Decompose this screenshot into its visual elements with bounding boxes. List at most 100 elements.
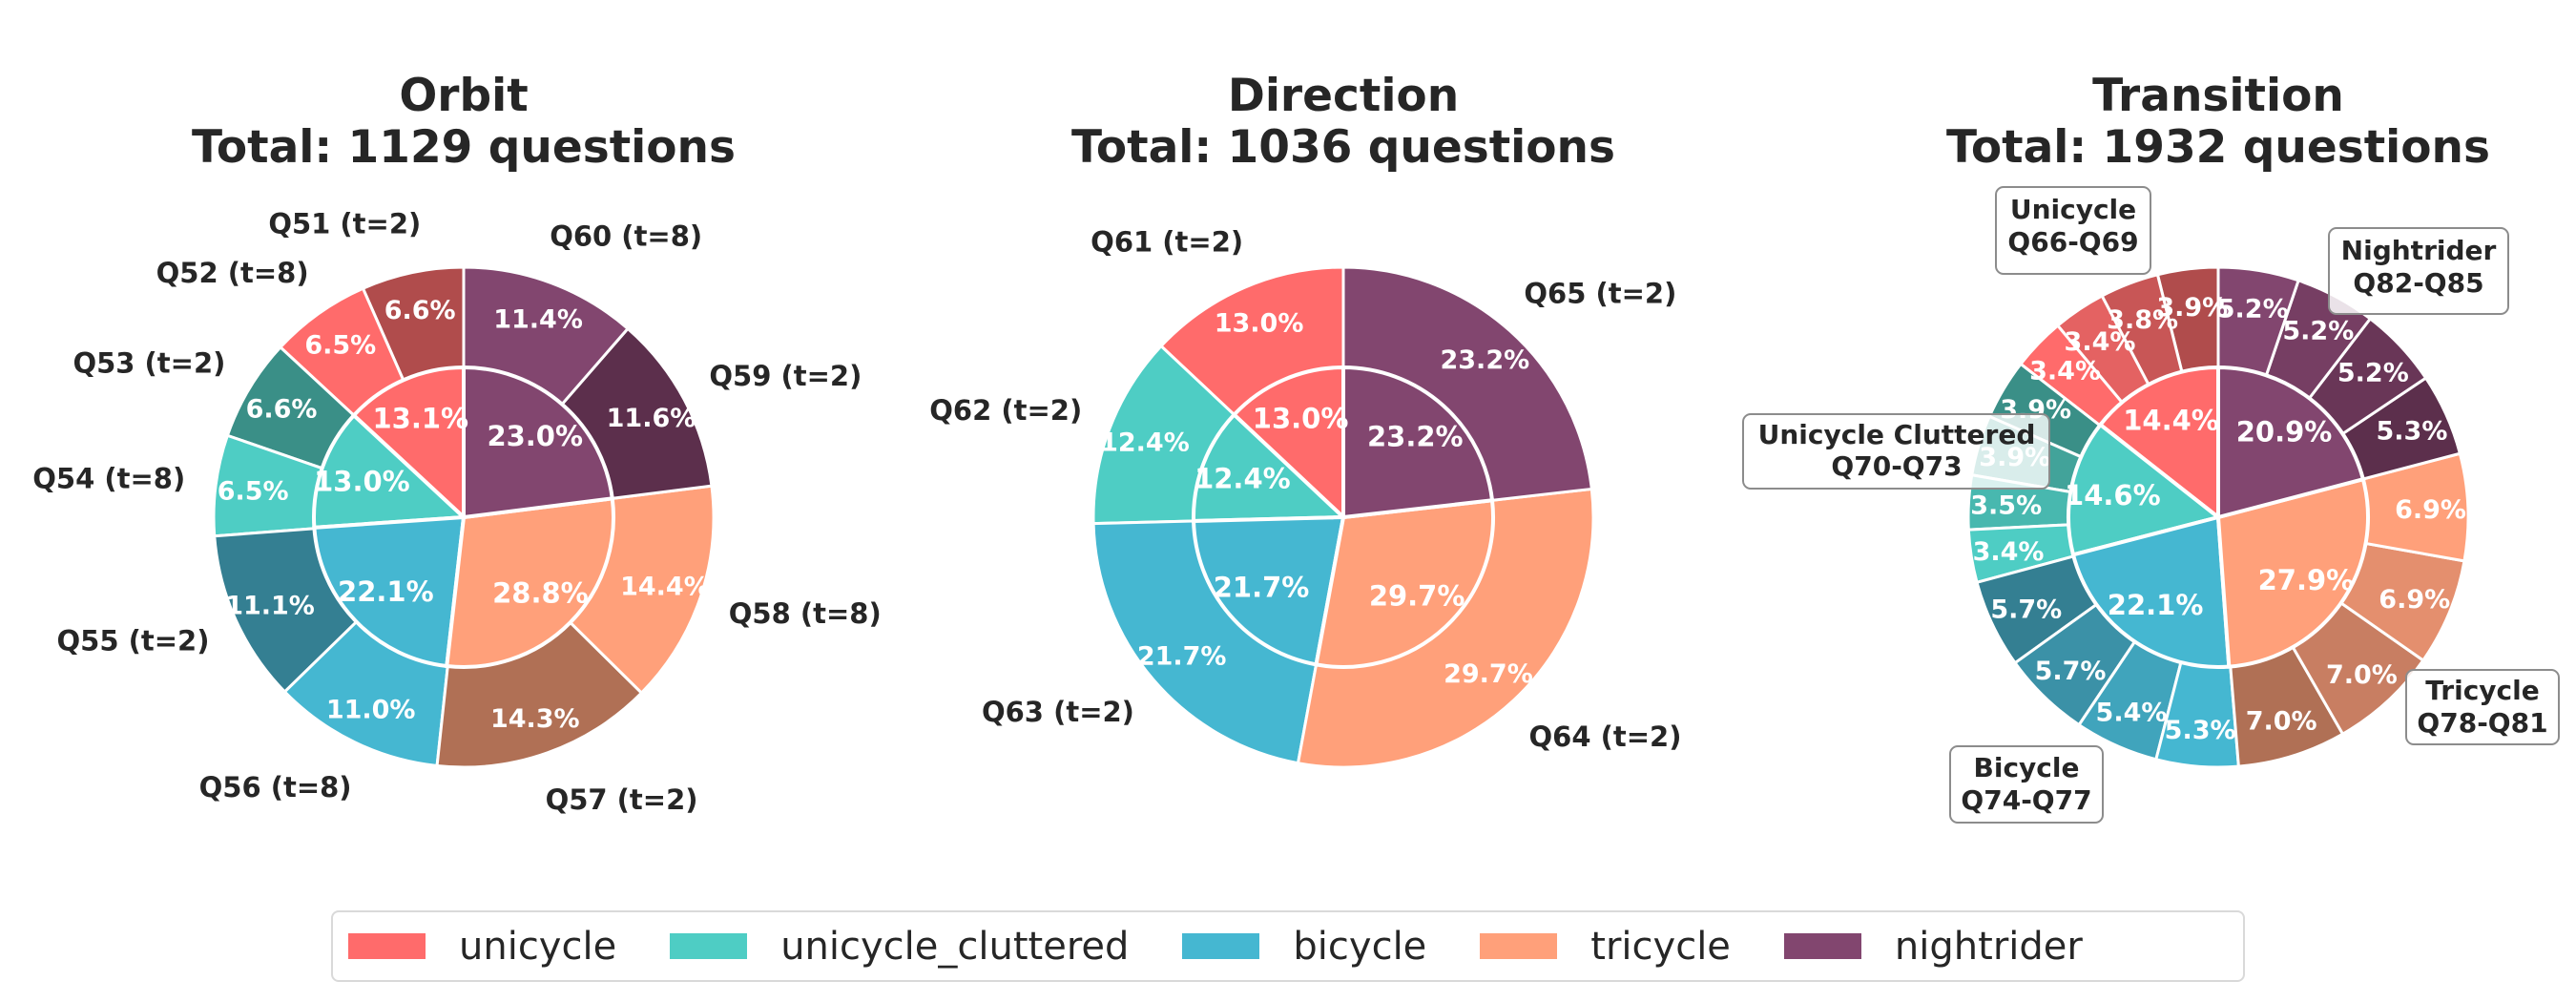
question-label: Q54 (t=8): [32, 463, 185, 495]
direction-title-name: Direction: [1228, 70, 1459, 122]
annotation-unicycle-name: Unicycle: [2010, 194, 2136, 225]
annotation-tricycle-range: Q78-Q81: [2417, 707, 2547, 739]
outer-pct-label: 3.4%: [1973, 537, 2045, 567]
inner-pct-label: 23.0%: [487, 420, 583, 452]
question-label: Q63 (t=2): [982, 696, 1134, 728]
orbit-title-total: Total: 1129 questions: [192, 121, 736, 174]
inner-ring: [1191, 365, 1495, 669]
outer-pct-label: 6.9%: [2379, 585, 2450, 615]
inner-slice-bicycle: [1191, 514, 1346, 667]
outer-pct-label: 6.6%: [246, 394, 318, 424]
outer-pct-label: 23.2%: [1440, 345, 1529, 375]
question-label: Q58 (t=8): [729, 597, 882, 630]
inner-slice-bicycle: [312, 514, 467, 669]
chart-canvas: Orbit Total: 1129 questions Direction To…: [32, 70, 2560, 824]
legend-swatch-unicycle-cluttered: [670, 933, 748, 959]
outer-pct-label: 14.4%: [620, 572, 710, 601]
orbit-pie: 6.6% Q51 (t=2) 6.5% Q52 (t=8) 6.6% Q53 (t=2) 6…: [32, 207, 881, 816]
inner-ring: [312, 365, 615, 669]
inner-pct-label: 13.0%: [314, 465, 410, 497]
outer-pct-label: 3.4%: [2065, 327, 2136, 357]
outer-pct-label: 7.0%: [2246, 707, 2317, 737]
inner-ring: [2067, 365, 2370, 669]
legend-swatch-bicycle: [1182, 933, 1260, 959]
outer-pct-label: 7.0%: [2326, 660, 2398, 690]
annotation-bicycle-range: Q74-Q77: [1961, 784, 2091, 816]
question-label: Q57 (t=2): [546, 783, 698, 816]
inner-slice-unicycle: [2097, 365, 2220, 522]
inner-pct-label: 21.7%: [1214, 571, 1310, 603]
outer-pct-label: 11.1%: [225, 592, 315, 621]
legend-label-bicycle: bicycle: [1293, 924, 1427, 969]
annotation-nightrider-name: Nightrider: [2341, 235, 2497, 266]
inner-pct-label: 23.2%: [1367, 421, 1464, 453]
outer-pct-label: 3.4%: [2029, 357, 2101, 386]
outer-pct-label: 3.9%: [2156, 293, 2228, 323]
annotation-unicycle-cluttered-name: Unicycle Cluttered: [1758, 419, 2036, 450]
question-label: Q65 (t=2): [1524, 277, 1676, 309]
annotation-unicycle-cluttered-range: Q70-Q73: [1831, 450, 1962, 482]
annotation-tricycle: Tricycle Q78-Q81: [2405, 669, 2560, 745]
slice-labels: 6.6% Q51 (t=2) 6.5% Q52 (t=8) 6.6% Q53 (t=2) 6…: [32, 207, 881, 816]
legend-swatch-tricycle: [1480, 933, 1558, 959]
outer-pct-label: 6.5%: [304, 331, 376, 361]
orbit-title-name: Orbit: [399, 70, 528, 122]
legend: unicycle unicycle_cluttered bicycle tric…: [331, 910, 2245, 982]
question-label: Q55 (t=2): [57, 624, 210, 657]
outer-pct-label: 6.5%: [218, 476, 289, 506]
inner-pct-label: 12.4%: [1195, 463, 1291, 495]
direction-pie: 13.0%Q61 (t=2)12.4%Q62 (t=2)21.7%Q63 (t=…: [929, 225, 1681, 769]
inner-pct-label: 13.0%: [1253, 402, 1349, 434]
question-label: Q61 (t=2): [1091, 225, 1243, 258]
inner-slice-tricycle: [2215, 476, 2370, 669]
outer-pct-label: 21.7%: [1137, 642, 1227, 672]
annotation-bicycle-name: Bicycle: [1974, 752, 2080, 783]
legend-swatch-unicycle: [348, 933, 426, 959]
question-label: Q59 (t=2): [709, 360, 862, 392]
outer-pct-label: 5.2%: [2337, 359, 2409, 388]
annotation-nightrider-range: Q82-Q85: [2353, 267, 2483, 299]
orbit-title: Orbit Total: 1129 questions: [192, 70, 736, 174]
transition-title-name: Transition: [2092, 70, 2344, 122]
inner-slice-bicycle: [2070, 514, 2232, 669]
outer-pct-label: 11.4%: [493, 304, 583, 334]
inner-pct-label: 20.9%: [2236, 416, 2333, 449]
annotation-unicycle-range: Q66-Q69: [2007, 226, 2138, 258]
legend-item-bicycle: bicycle: [1182, 928, 1426, 966]
outer-pct-label: 5.7%: [2035, 657, 2107, 686]
legend-label-nightrider: nightrider: [1894, 924, 2083, 969]
question-label: Q53 (t=2): [73, 346, 225, 379]
direction-title: Direction Total: 1036 questions: [1071, 70, 1615, 174]
annotation-tricycle-name: Tricycle: [2425, 675, 2539, 706]
inner-slice-unicycle_cluttered: [312, 412, 468, 530]
outer-pct-label: 5.2%: [2282, 317, 2354, 346]
transition-pie: 3.9%3.8%3.4%3.4%3.9%3.9%3.5%3.4%5.7%5.7%…: [1966, 265, 2470, 769]
inner-pct-label: 22.1%: [2108, 589, 2204, 621]
inner-pct-label: 27.9%: [2258, 564, 2355, 596]
inner-pct-label: 14.4%: [2123, 404, 2219, 436]
outer-pct-label: 12.4%: [1100, 428, 1190, 458]
outer-pct-label: 5.2%: [2217, 294, 2289, 324]
outer-pct-label: 11.6%: [607, 404, 696, 433]
outer-pct-label: 6.9%: [2395, 495, 2466, 525]
inner-slice-nightrider: [1341, 365, 1495, 520]
outer-pct-label: 5.4%: [2096, 698, 2168, 727]
outer-pct-label: 5.7%: [1990, 595, 2062, 624]
outer-pct-label: 13.0%: [1215, 309, 1304, 339]
inner-slice-unicycle_cluttered: [2067, 422, 2223, 557]
inner-pct-label: 22.1%: [338, 575, 434, 608]
legend-item-tricycle: tricycle: [1480, 928, 1731, 966]
legend-label-tricycle: tricycle: [1590, 924, 1731, 969]
outer-pct-label: 11.0%: [326, 695, 416, 724]
inner-slice-unicycle: [1231, 365, 1345, 522]
outer-pct-label: 3.5%: [1970, 491, 2042, 521]
inner-slice-unicycle_cluttered: [1192, 411, 1348, 523]
legend-item-unicycle: unicycle: [348, 928, 616, 966]
question-label: Q51 (t=2): [268, 207, 421, 240]
annotation-unicycle-cluttered: Unicycle Cluttered Q70-Q73: [1742, 413, 2050, 490]
question-label: Q60 (t=8): [550, 220, 702, 253]
inner-pct-label: 29.7%: [1369, 580, 1465, 613]
direction-title-total: Total: 1036 questions: [1071, 121, 1615, 174]
transition-title-total: Total: 1932 questions: [1946, 121, 2490, 174]
inner-slice-tricycle: [1314, 498, 1495, 669]
